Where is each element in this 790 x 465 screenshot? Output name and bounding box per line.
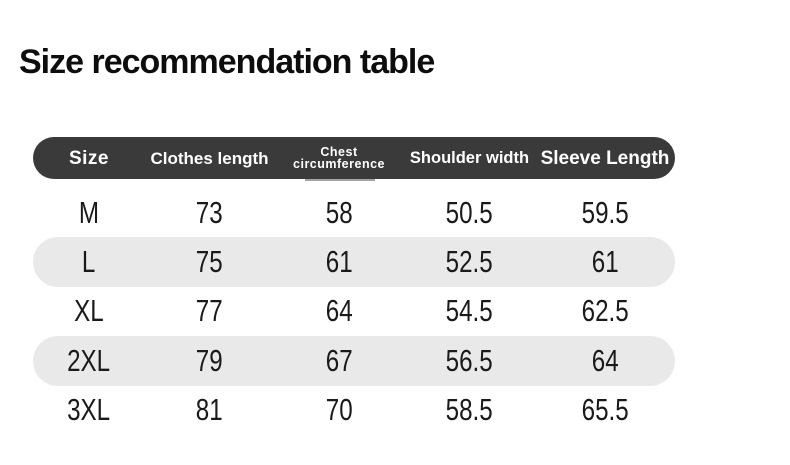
value-cell: 61 xyxy=(325,244,353,280)
value-cell: 64 xyxy=(591,342,619,378)
page-title: Size recommendation table xyxy=(19,43,435,81)
smudge-artifact xyxy=(305,179,375,181)
value-cell: 54.5 xyxy=(445,293,494,329)
table-row-2xl: 2XL 79 67 56.5 64 xyxy=(33,336,675,386)
table-row-m: M 73 58 50.5 59.5 xyxy=(33,188,675,237)
size-cell: L xyxy=(82,244,96,280)
size-cell: 2XL xyxy=(67,342,111,378)
header-cell-clothes-length: Clothes length xyxy=(150,148,269,168)
value-cell: 70 xyxy=(325,392,353,428)
value-cell: 61 xyxy=(591,244,619,280)
table-body: M 73 58 50.5 59.5 L 75 61 52.5 61 XL 77 … xyxy=(33,188,675,435)
header-cell-sleeve-length: Sleeve Length xyxy=(540,147,670,169)
value-cell: 59.5 xyxy=(581,194,629,230)
value-cell: 67 xyxy=(325,342,353,378)
value-cell: 79 xyxy=(196,342,223,378)
table-header-row: Size Clothes length Chest circumference … xyxy=(33,137,675,181)
header-cell-shoulder-width: Shoulder width xyxy=(409,148,530,167)
header-cell-size: Size xyxy=(68,147,110,169)
value-cell: 50.5 xyxy=(445,194,494,230)
value-cell: 56.5 xyxy=(445,342,494,378)
table-row-3xl: 3XL 81 70 58.5 65.5 xyxy=(33,386,675,435)
table-row-xl: XL 77 64 54.5 62.5 xyxy=(33,287,675,336)
header-cell-chest-circumference: Chest circumference xyxy=(293,144,385,171)
value-cell: 81 xyxy=(196,392,223,428)
table-row-l: L 75 61 52.5 61 xyxy=(33,237,675,287)
value-cell: 73 xyxy=(196,194,223,230)
value-cell: 58 xyxy=(325,194,353,230)
size-cell: M xyxy=(78,194,100,230)
value-cell: 64 xyxy=(325,293,353,329)
value-cell: 62.5 xyxy=(581,293,629,329)
size-cell: 3XL xyxy=(67,392,111,428)
value-cell: 58.5 xyxy=(445,392,494,428)
value-cell: 75 xyxy=(196,244,223,280)
size-cell: XL xyxy=(74,293,104,329)
size-table: Size Clothes length Chest circumference … xyxy=(33,137,675,435)
value-cell: 65.5 xyxy=(581,392,629,428)
value-cell: 52.5 xyxy=(445,244,494,280)
value-cell: 77 xyxy=(196,293,223,329)
